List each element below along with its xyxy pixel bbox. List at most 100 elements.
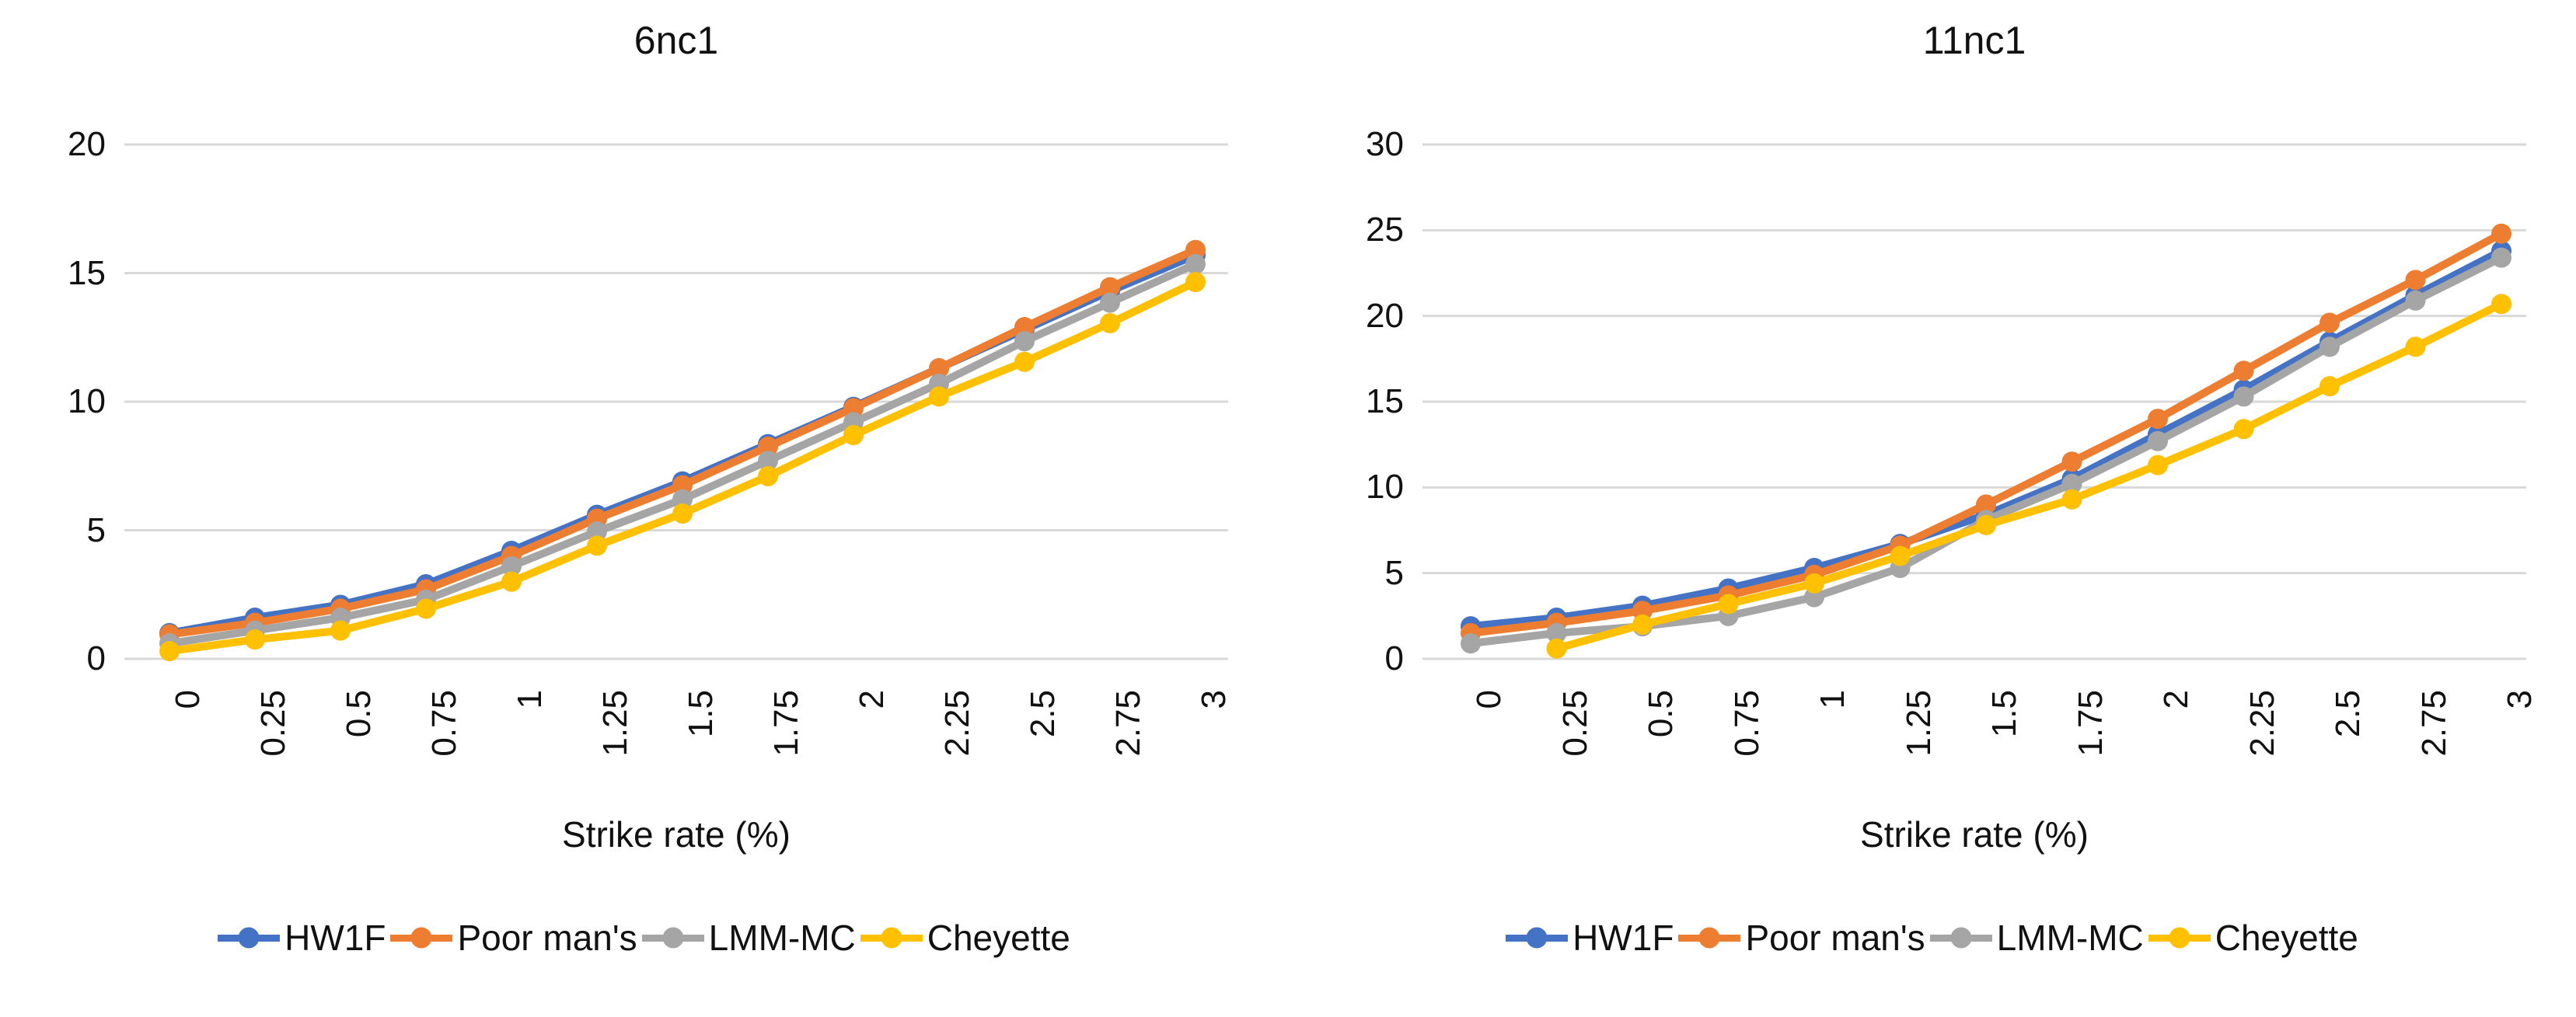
legend-label: LMM-MC — [708, 918, 856, 958]
x-tick-label: 1 — [511, 690, 549, 709]
x-tick-label: 0.75 — [1727, 690, 1766, 757]
marker-Cheyette — [2061, 489, 2082, 510]
marker-LMM-MC — [501, 556, 522, 576]
marker-Cheyette — [2148, 455, 2168, 475]
marker-LMM-MC — [1014, 331, 1035, 352]
x-tick-label: 1.5 — [682, 690, 720, 738]
legend-label: HW1F — [1572, 918, 1674, 958]
x-axis-title: Strike rate (%) — [562, 814, 791, 855]
marker-LMM-MC — [1185, 253, 1206, 274]
legend-key-line-icon — [860, 927, 923, 949]
y-tick-label: 20 — [1366, 296, 1404, 335]
marker-Cheyette — [1185, 272, 1206, 293]
x-tick-label: 3 — [1195, 690, 1233, 709]
marker-Cheyette — [758, 465, 778, 486]
marker-Cheyette — [2233, 419, 2254, 440]
marker-Poor man's — [843, 398, 864, 419]
marker-Cheyette — [1546, 638, 1567, 659]
marker-Poor man's — [1976, 494, 1996, 515]
x-tick-label: 2.75 — [2414, 690, 2453, 757]
legend: HW1F Poor man's LMM-MC Cheyette — [0, 911, 1288, 965]
marker-Cheyette — [843, 425, 864, 446]
legend-label: Poor man's — [1745, 918, 1925, 958]
legend-key-line-icon — [641, 927, 704, 949]
x-tick-label: 2 — [2157, 690, 2195, 709]
legend-item-Cheyette: Cheyette — [860, 914, 1070, 961]
legend-key-line-icon — [2148, 927, 2211, 949]
legend-key-marker-icon — [410, 927, 432, 949]
y-tick-label: 30 — [1366, 125, 1404, 163]
x-tick-label: 0 — [1470, 690, 1508, 709]
x-tick-label: 2 — [853, 690, 891, 709]
x-tick-label: 2.5 — [2329, 690, 2367, 738]
legend-key-marker-icon — [881, 927, 902, 949]
legend: HW1F Poor man's LMM-MC Cheyette — [1288, 911, 2576, 965]
legend-item-HW1F: HW1F — [1506, 914, 1674, 961]
marker-Poor man's — [1014, 317, 1035, 338]
x-tick-label: 1.25 — [1899, 690, 1938, 757]
marker-LMM-MC — [587, 521, 607, 542]
x-tick-label: 2.75 — [1109, 690, 1147, 757]
marker-Cheyette — [587, 535, 607, 556]
x-tick-label: 0.5 — [340, 690, 378, 738]
marker-Cheyette — [416, 598, 436, 619]
x-tick-label: 1 — [1813, 690, 1852, 709]
series-line-HW1F — [166, 251, 1199, 637]
legend-item-LMM-MC: LMM-MC — [1929, 914, 2144, 961]
marker-Cheyette — [245, 629, 265, 650]
x-tick-label: 1.5 — [1985, 690, 2023, 738]
marker-Poor man's — [672, 475, 693, 496]
marker-Poor man's — [2405, 270, 2426, 291]
legend-key-line-icon — [1929, 927, 1992, 949]
marker-Cheyette — [1632, 614, 1653, 635]
legend-key-line-icon — [390, 927, 453, 949]
marker-Cheyette — [501, 571, 522, 592]
plot-area — [124, 143, 1228, 662]
legend-item-Poor man's: Poor man's — [390, 914, 637, 961]
x-tick-label: 1.75 — [2071, 690, 2110, 757]
marker-Poor man's — [929, 357, 949, 378]
legend-item-Cheyette: Cheyette — [2148, 914, 2358, 961]
marker-LMM-MC — [2319, 336, 2340, 357]
marker-LMM-MC — [1100, 292, 1120, 313]
legend-label: LMM-MC — [1996, 918, 2144, 958]
y-tick-label: 5 — [86, 510, 106, 549]
marker-LMM-MC — [2061, 473, 2082, 494]
marker-LMM-MC — [758, 451, 778, 472]
marker-Poor man's — [1100, 277, 1120, 298]
x-tick-label: 3 — [2501, 690, 2539, 709]
marker-Cheyette — [929, 386, 949, 407]
marker-Poor man's — [2233, 360, 2254, 381]
x-tick-label: 2.25 — [938, 690, 976, 757]
marker-Cheyette — [672, 503, 693, 524]
marker-Poor man's — [2491, 223, 2511, 244]
chart-11nc1: 11nc1 Strike rate (%) HW1F Poor man's LMM-… — [1288, 0, 2576, 1017]
marker-Poor man's — [1185, 239, 1206, 260]
legend-label: HW1F — [284, 918, 386, 958]
y-tick-label: 15 — [68, 253, 106, 292]
marker-Cheyette — [2405, 336, 2426, 357]
legend-key-line-icon — [218, 927, 281, 949]
chart-6nc1: 6nc1 Strike rate (%) HW1F Poor man's LMM-M… — [0, 19, 1288, 965]
marker-Poor man's — [2148, 409, 2168, 430]
marker-Cheyette — [2319, 376, 2340, 397]
legend-key-line-icon — [1678, 927, 1741, 949]
y-tick-label: 5 — [1384, 553, 1404, 592]
legend-label: Cheyette — [927, 918, 1070, 958]
legend-item-LMM-MC: LMM-MC — [641, 914, 856, 961]
y-tick-label: 10 — [1366, 468, 1404, 507]
y-tick-label: 25 — [1366, 211, 1404, 249]
marker-LMM-MC — [672, 489, 693, 510]
series-line-Cheyette — [1552, 300, 2505, 653]
legend-item-Poor man's: Poor man's — [1678, 914, 1925, 961]
marker-LMM-MC — [1546, 622, 1567, 643]
y-tick-label: 10 — [68, 382, 106, 420]
marker-LMM-MC — [1461, 633, 1481, 654]
y-tick-label: 15 — [1366, 382, 1404, 420]
x-tick-label: 0.25 — [1555, 690, 1594, 757]
marker-Poor man's — [2319, 312, 2340, 333]
x-tick-label: 1.75 — [767, 690, 805, 757]
marker-Cheyette — [1718, 594, 1739, 615]
series-line-Poor man's — [166, 246, 1199, 639]
plot-area — [1422, 143, 2526, 660]
